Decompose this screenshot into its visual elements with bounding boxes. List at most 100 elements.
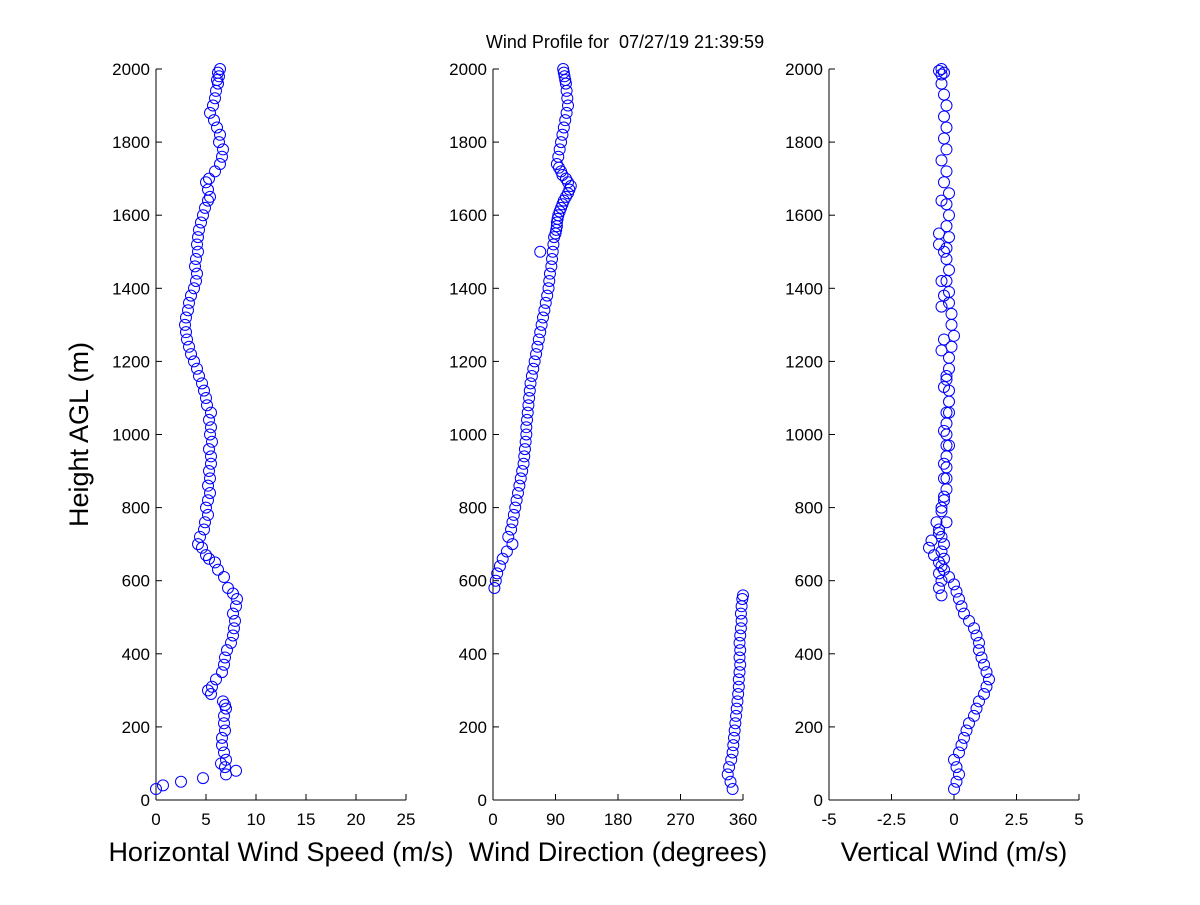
data-point (205, 450, 217, 463)
data-point (514, 472, 527, 485)
data-point (216, 666, 228, 679)
y-tick-label: 600 (459, 572, 487, 591)
data-point (201, 399, 213, 412)
data-point (935, 501, 948, 514)
data-point (953, 746, 965, 759)
y-tick-label: 2000 (785, 60, 823, 79)
data-point (557, 63, 570, 75)
y-tick-label: 200 (122, 718, 150, 737)
y-tick-label: 1000 (785, 426, 823, 445)
data-point (933, 64, 945, 77)
data-point (541, 289, 554, 302)
data-point (963, 614, 975, 627)
data-point (940, 461, 953, 474)
data-point (978, 688, 990, 701)
data-point (496, 552, 509, 565)
data-point (216, 150, 228, 163)
x-tick-label: -5 (821, 810, 836, 829)
data-point (218, 658, 230, 671)
data-point (546, 245, 559, 258)
x-axis-label-1: Horizontal Wind Speed (m/s) (108, 837, 453, 867)
data-point (558, 70, 571, 83)
data-point (973, 636, 985, 649)
data-point (948, 783, 960, 796)
data-point (202, 479, 214, 492)
data-point (546, 253, 559, 266)
data-point (933, 238, 945, 251)
data-point (214, 158, 226, 171)
data-point (205, 406, 217, 419)
data-point (983, 673, 995, 686)
data-point (727, 739, 740, 752)
data-point (958, 731, 970, 744)
x-tick-label: 25 (397, 810, 416, 829)
data-point (534, 245, 547, 258)
data-point (489, 574, 502, 587)
data-point (199, 516, 211, 529)
data-point (534, 326, 547, 339)
data-point (210, 673, 222, 686)
data-point (519, 435, 532, 448)
data-point (218, 746, 230, 759)
data-point (940, 99, 953, 112)
data-point (724, 775, 737, 788)
data-point (726, 746, 739, 759)
data-point (203, 172, 215, 185)
data-point (940, 143, 953, 156)
y-tick-label: 1800 (449, 133, 487, 152)
data-point (517, 457, 530, 470)
data-point (721, 768, 734, 781)
data-point (938, 490, 950, 503)
data-point (938, 333, 950, 346)
data-point (181, 333, 193, 346)
data-point (950, 585, 963, 598)
y-axis-label: Height AGL (m) (64, 342, 94, 527)
data-point (222, 582, 234, 595)
y-tick-label: 1800 (785, 133, 823, 152)
data-point (935, 505, 948, 518)
data-point (729, 717, 742, 730)
data-point (189, 260, 201, 273)
data-point (518, 450, 531, 463)
x-tick-label: 0 (151, 810, 160, 829)
data-point (555, 136, 568, 149)
data-point (730, 709, 743, 722)
data-point (938, 494, 950, 507)
data-point (955, 600, 968, 613)
y-tick-label: 600 (122, 572, 150, 591)
data-point (935, 274, 948, 287)
data-point (518, 443, 531, 456)
data-point (560, 106, 573, 119)
data-point (562, 99, 574, 112)
data-point (204, 472, 216, 485)
y-tick-label: 800 (122, 499, 150, 518)
data-point (219, 651, 231, 664)
data-point (980, 680, 993, 693)
data-point (938, 538, 950, 551)
data-point (935, 300, 948, 313)
data-point (200, 501, 212, 514)
data-point (202, 183, 214, 196)
x-tick-label: 0 (949, 810, 958, 829)
x-tick-label: 5 (1074, 810, 1083, 829)
data-point (933, 523, 945, 536)
data-point (935, 194, 948, 207)
data-point (970, 629, 983, 642)
data-point (940, 165, 953, 178)
y-tick-label: 2000 (112, 60, 150, 79)
y-tick-label: 1600 (112, 206, 150, 225)
y-tick-label: 1600 (785, 206, 823, 225)
data-point (940, 242, 953, 255)
x-tick-label: 15 (297, 810, 316, 829)
data-point (933, 527, 945, 540)
data-point (935, 589, 948, 602)
data-point (521, 406, 534, 419)
data-point (733, 666, 746, 679)
data-point (200, 391, 212, 404)
y-tick-label: 400 (122, 645, 150, 664)
data-point (938, 245, 950, 258)
data-point (953, 592, 965, 605)
data-point (553, 143, 566, 156)
data-point (528, 355, 541, 368)
